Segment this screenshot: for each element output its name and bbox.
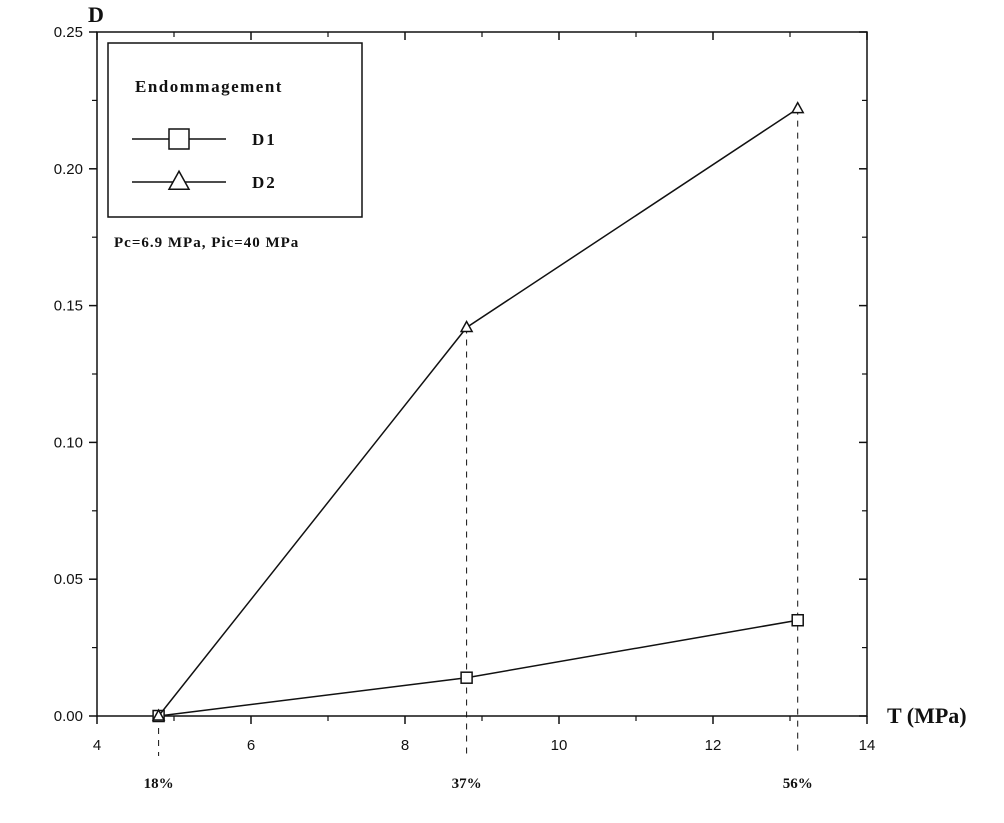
series-line-d1 xyxy=(158,619,798,717)
legend-entries: D1 D2 xyxy=(132,128,277,192)
legend-title: Endommagement xyxy=(135,77,283,96)
legend-label: D1 xyxy=(252,130,277,149)
x-tick-label: 8 xyxy=(401,737,409,754)
percent-label: 56% xyxy=(783,776,813,792)
legend-marker-d2 xyxy=(167,169,191,190)
data-point-d2 xyxy=(151,708,166,721)
y-tick-label: 0.05 xyxy=(54,571,83,588)
legend-note: Pc=6.9 MPa, Pic=40 MPa xyxy=(114,235,299,251)
x-tick-label: 6 xyxy=(247,737,255,754)
data-point-d1 xyxy=(460,671,473,684)
y-axis-title: D xyxy=(88,2,104,27)
y-tick-label: 0.00 xyxy=(54,708,83,725)
legend-marker-d1 xyxy=(168,128,190,150)
percent-label: 37% xyxy=(452,776,482,792)
y-tick-label: 0.10 xyxy=(54,434,83,451)
series-layer xyxy=(151,101,805,723)
y-tick-label: 0.15 xyxy=(54,298,83,315)
percent-label: 18% xyxy=(144,776,174,792)
x-tick-label: 14 xyxy=(859,737,876,754)
tick-layer: 0.00 0.05 0.10 0.15 0.20 0.25 4 6 8 10 12 14 xyxy=(54,24,876,754)
legend: Endommagement D1 D2 xyxy=(107,42,363,218)
x-tick-label: 10 xyxy=(551,737,568,754)
data-point-d1 xyxy=(791,613,804,627)
x-tick-label: 4 xyxy=(93,737,101,754)
legend-frame xyxy=(107,42,363,218)
x-tick-label: 12 xyxy=(705,737,722,754)
data-point-d2 xyxy=(790,101,805,114)
y-tick-label: 0.20 xyxy=(54,161,83,178)
data-point-d2 xyxy=(459,320,474,333)
guide-layer: 18% 37% 56% xyxy=(144,108,813,792)
legend-label: D2 xyxy=(252,173,277,192)
y-tick-label: 0.25 xyxy=(54,24,83,41)
x-axis-title: T (MPa) xyxy=(887,703,967,728)
